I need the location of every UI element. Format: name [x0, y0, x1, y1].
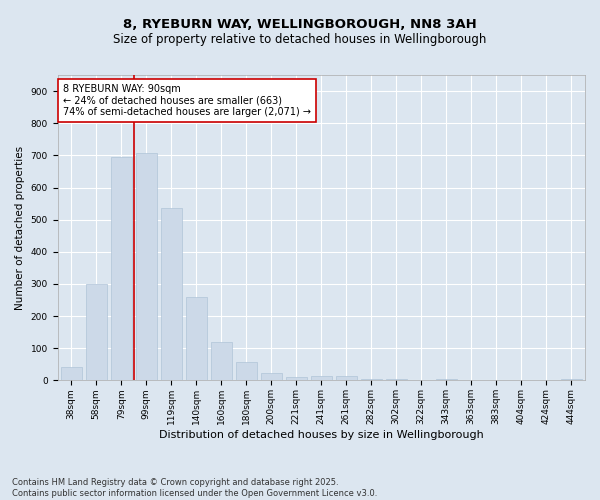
Bar: [311, 376, 332, 380]
Bar: [335, 376, 357, 380]
Bar: [386, 379, 407, 380]
Bar: [86, 284, 107, 380]
Text: Size of property relative to detached houses in Wellingborough: Size of property relative to detached ho…: [113, 32, 487, 46]
Bar: [161, 208, 182, 380]
Bar: [110, 157, 132, 380]
Y-axis label: Number of detached properties: Number of detached properties: [15, 146, 25, 310]
Text: 8 RYEBURN WAY: 90sqm
← 24% of detached houses are smaller (663)
74% of semi-deta: 8 RYEBURN WAY: 90sqm ← 24% of detached h…: [63, 84, 311, 117]
Bar: [211, 342, 232, 380]
Text: 8, RYEBURN WAY, WELLINGBOROUGH, NN8 3AH: 8, RYEBURN WAY, WELLINGBOROUGH, NN8 3AH: [123, 18, 477, 30]
Bar: [286, 376, 307, 380]
Text: Contains HM Land Registry data © Crown copyright and database right 2025.
Contai: Contains HM Land Registry data © Crown c…: [12, 478, 377, 498]
Bar: [260, 374, 282, 380]
X-axis label: Distribution of detached houses by size in Wellingborough: Distribution of detached houses by size …: [159, 430, 484, 440]
Bar: [236, 362, 257, 380]
Bar: [61, 367, 82, 380]
Bar: [436, 378, 457, 380]
Bar: [560, 379, 582, 380]
Bar: [136, 153, 157, 380]
Bar: [361, 379, 382, 380]
Bar: [185, 297, 207, 380]
